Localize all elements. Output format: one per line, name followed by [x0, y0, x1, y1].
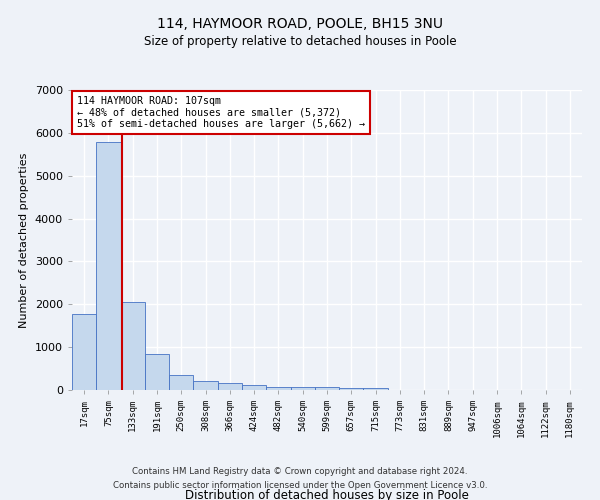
- Bar: [145, 354, 169, 390]
- Text: 114 HAYMOOR ROAD: 107sqm
← 48% of detached houses are smaller (5,372)
51% of sem: 114 HAYMOOR ROAD: 107sqm ← 48% of detach…: [77, 96, 365, 129]
- Bar: [218, 383, 242, 390]
- Bar: [266, 386, 290, 390]
- Bar: [169, 376, 193, 390]
- Bar: [193, 380, 218, 390]
- Text: Size of property relative to detached houses in Poole: Size of property relative to detached ho…: [143, 35, 457, 48]
- Y-axis label: Number of detached properties: Number of detached properties: [19, 152, 29, 328]
- Bar: [121, 302, 145, 390]
- Text: Contains public sector information licensed under the Open Government Licence v3: Contains public sector information licen…: [113, 481, 487, 490]
- Bar: [364, 388, 388, 390]
- Bar: [72, 314, 96, 390]
- Bar: [242, 386, 266, 390]
- Bar: [339, 388, 364, 390]
- Bar: [290, 387, 315, 390]
- Text: 114, HAYMOOR ROAD, POOLE, BH15 3NU: 114, HAYMOOR ROAD, POOLE, BH15 3NU: [157, 18, 443, 32]
- Text: Contains HM Land Registry data © Crown copyright and database right 2024.: Contains HM Land Registry data © Crown c…: [132, 467, 468, 476]
- X-axis label: Distribution of detached houses by size in Poole: Distribution of detached houses by size …: [185, 490, 469, 500]
- Bar: [96, 142, 121, 390]
- Bar: [315, 388, 339, 390]
